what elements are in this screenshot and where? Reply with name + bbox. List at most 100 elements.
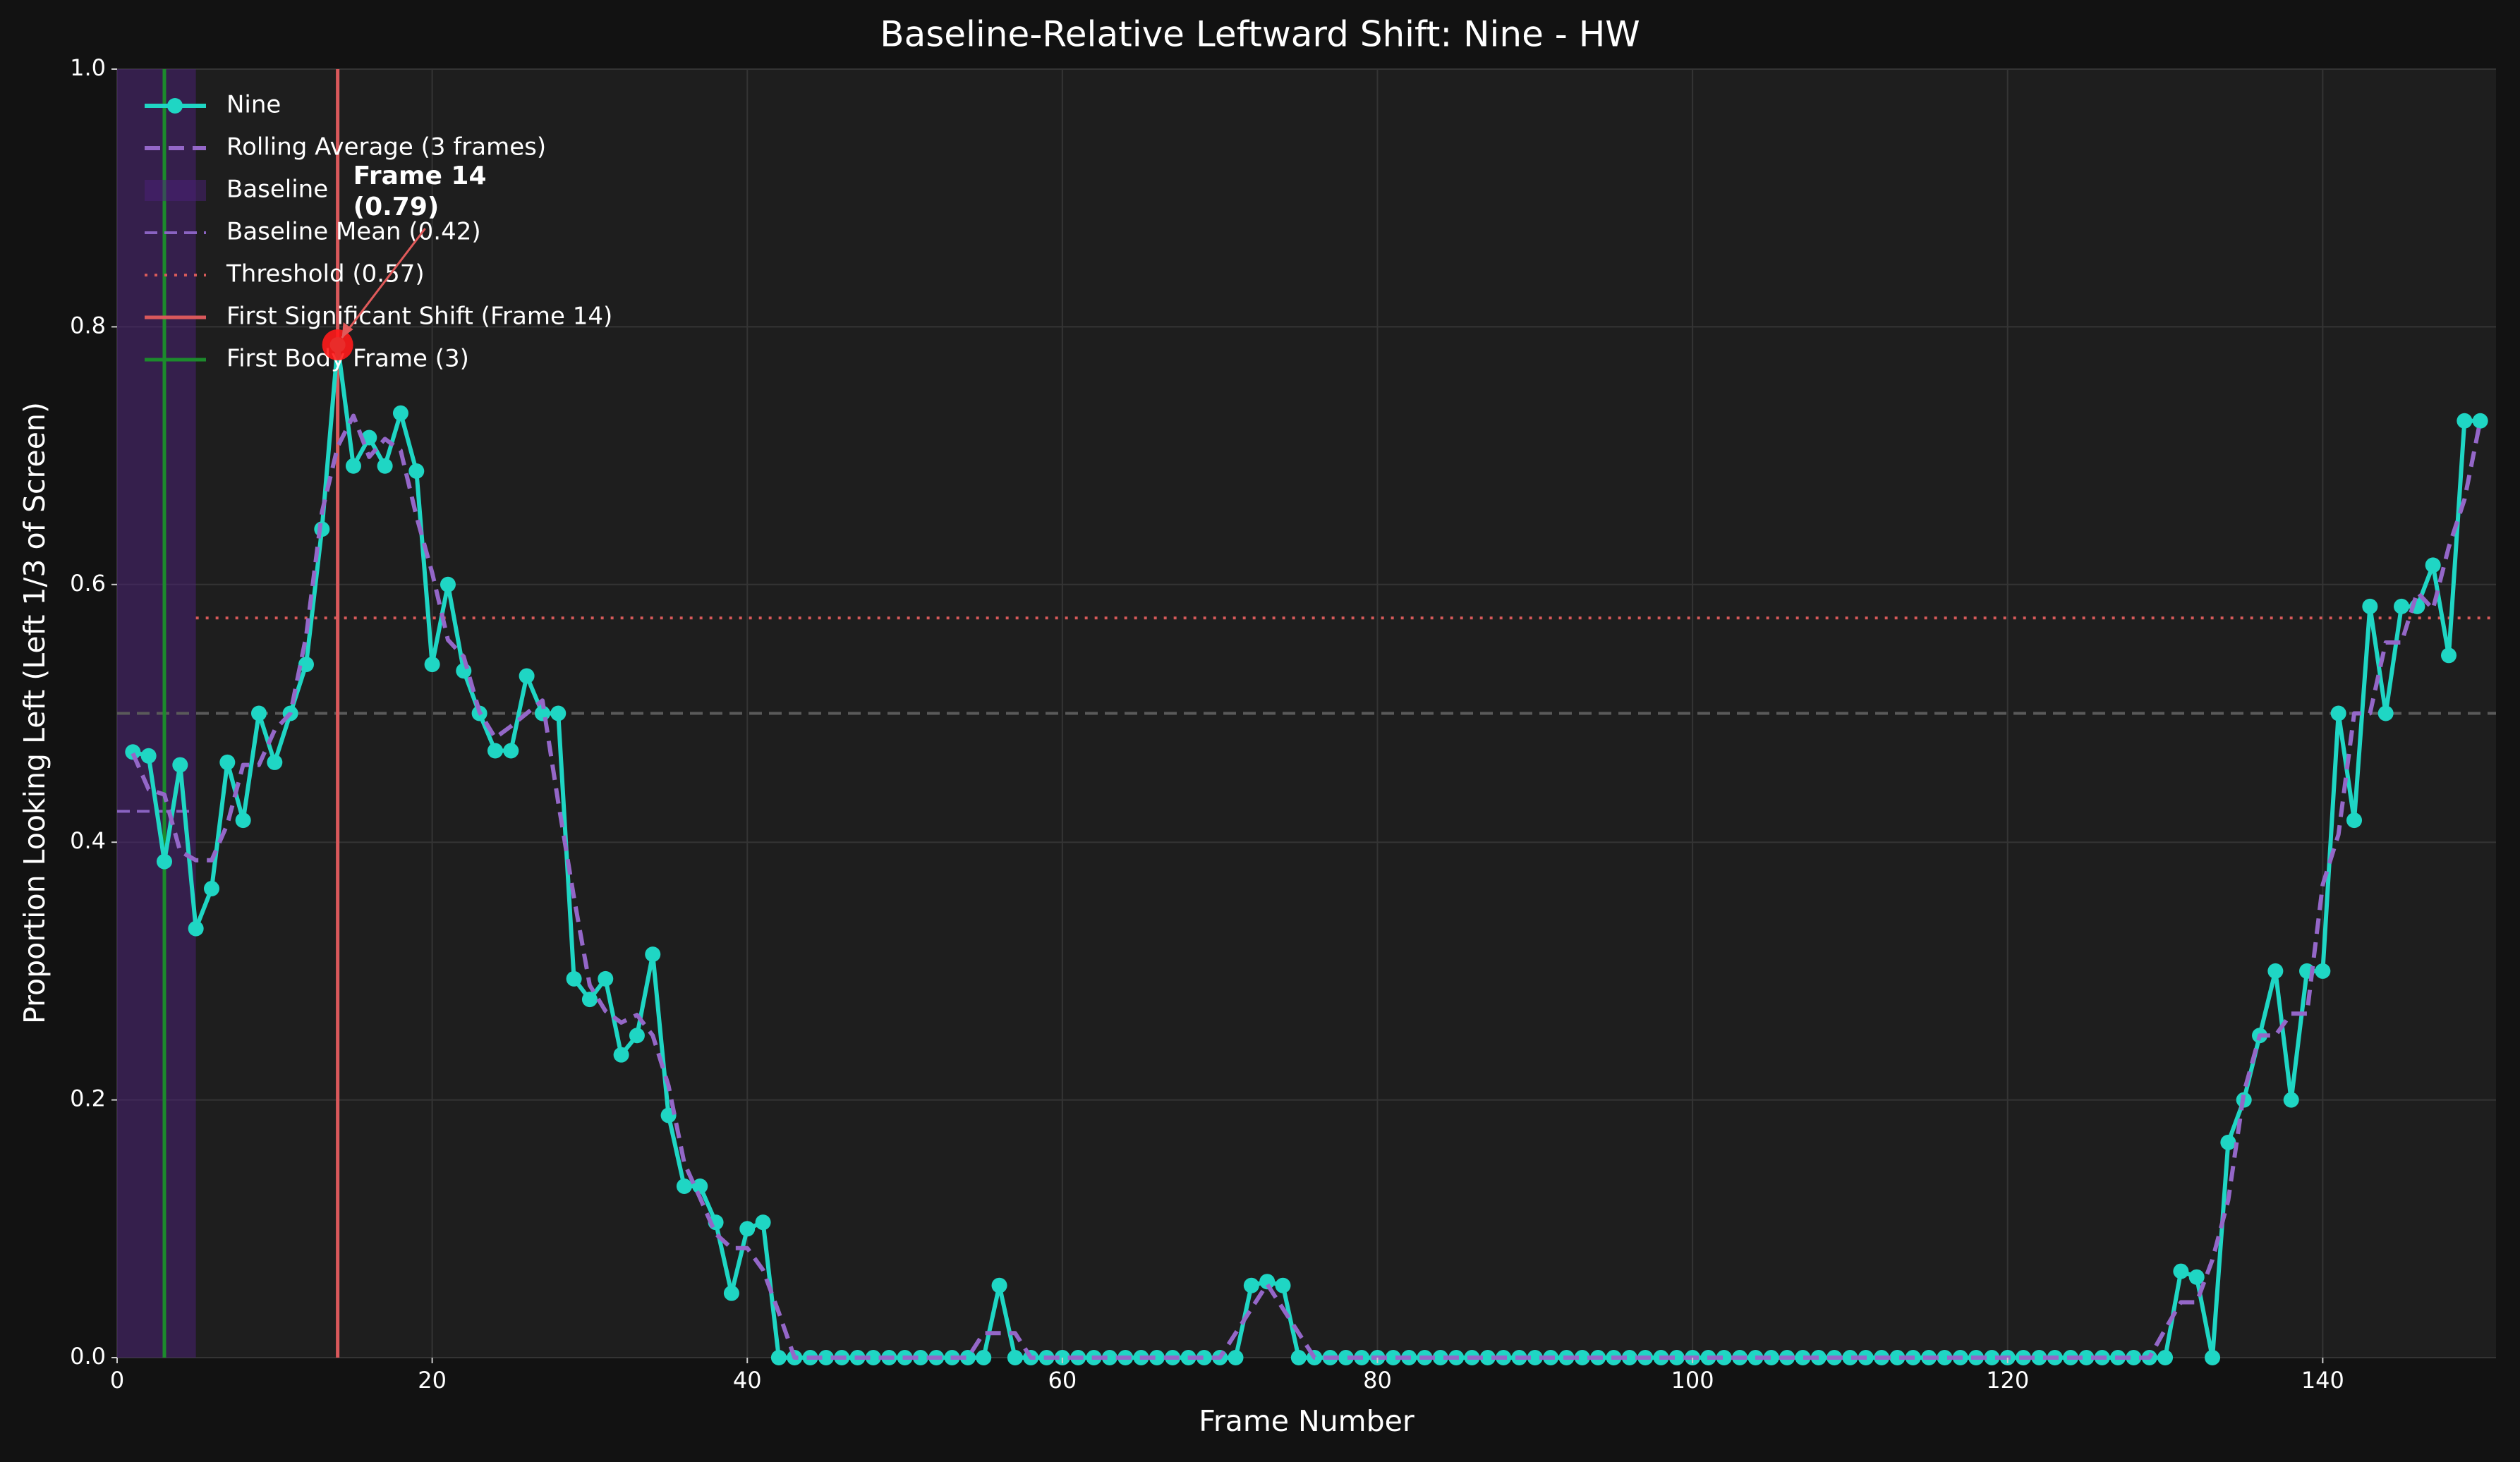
series-marker <box>1527 1350 1543 1365</box>
annotation-arrowhead <box>341 322 353 338</box>
y-tick-label: 1.0 <box>70 54 106 81</box>
series-marker <box>219 754 236 770</box>
annotation-arrow <box>341 228 426 339</box>
series-marker <box>250 705 267 721</box>
x-axis-label: Frame Number <box>1199 1404 1415 1438</box>
legend-label: First Significant Shift (Frame 14) <box>226 303 612 331</box>
y-tick-label: 0.6 <box>70 570 106 597</box>
y-tick-label: 0.8 <box>70 312 106 339</box>
series-marker <box>2330 705 2346 721</box>
series-marker <box>1101 1350 1117 1365</box>
series-marker <box>1716 1350 1732 1365</box>
series-marker <box>1763 1350 1779 1365</box>
y-tick-label: 0.4 <box>70 827 106 854</box>
ticks: 0 20 40 60 80 100 120 140 0.0 0.2 0.4 0.6 0.8 1.0 <box>70 54 2344 1394</box>
series-marker <box>1574 1350 1590 1365</box>
y-tick-label: 0.0 <box>70 1343 106 1370</box>
legend-label: Baseline Mean (0.42) <box>226 218 481 246</box>
series-marker <box>755 1214 771 1231</box>
series-marker <box>503 743 519 759</box>
series-marker <box>1290 1350 1307 1365</box>
plot-lines <box>125 336 2488 1365</box>
series-marker <box>1889 1350 1906 1365</box>
legend-marker <box>167 98 183 114</box>
series-marker <box>2425 557 2441 573</box>
series-marker <box>2283 1092 2299 1108</box>
series-marker <box>2157 1350 2174 1365</box>
series-marker <box>298 657 314 673</box>
series-marker <box>519 668 535 684</box>
series-marker <box>1149 1350 1165 1365</box>
annotation-text: (0.79) <box>353 193 440 221</box>
series-marker <box>172 757 188 773</box>
series-marker <box>550 705 567 721</box>
series-marker <box>1007 1350 1023 1365</box>
chart-title: Baseline-Relative Leftward Shift: Nine -… <box>880 14 1640 55</box>
spans <box>117 69 2496 1358</box>
series-marker <box>2472 413 2488 429</box>
series-marker <box>613 1047 629 1063</box>
series-marker <box>676 1178 692 1195</box>
series-marker <box>487 743 503 759</box>
series-marker <box>959 1350 976 1365</box>
series-marker <box>1668 1350 1685 1365</box>
series-marker <box>1984 1350 2000 1365</box>
series-marker <box>2126 1350 2142 1365</box>
series-marker <box>188 920 204 937</box>
series-marker <box>345 458 361 474</box>
series-marker <box>456 663 472 679</box>
x-tick-label: 140 <box>2301 1367 2344 1394</box>
legend-item: Nine <box>145 91 281 119</box>
series-marker <box>424 657 440 673</box>
series-marker <box>818 1350 834 1365</box>
series-marker <box>1243 1277 1259 1293</box>
series-marker <box>629 1028 645 1044</box>
series-marker <box>2267 963 2284 979</box>
legend-item: First Significant Shift (Frame 14) <box>145 303 612 331</box>
highlight-point <box>322 329 353 360</box>
series-marker <box>267 754 283 770</box>
legend-patch <box>145 180 206 201</box>
grid <box>116 68 2496 1358</box>
series-marker <box>770 1350 787 1365</box>
series-marker <box>2315 963 2331 979</box>
series-marker <box>2346 812 2363 829</box>
series-marker <box>440 576 456 592</box>
series-marker <box>235 812 251 829</box>
x-tick-label: 60 <box>1048 1367 1077 1394</box>
series-line <box>131 413 2483 1360</box>
legend-item: Rolling Average (3 frames) <box>145 133 546 162</box>
series-marker <box>1795 1350 1811 1365</box>
series-marker <box>2173 1263 2189 1279</box>
x-tick-label: 40 <box>733 1367 762 1394</box>
x-tick-label: 0 <box>110 1367 124 1394</box>
series-marker <box>2362 598 2378 614</box>
series-marker <box>1259 1274 1276 1290</box>
series-marker <box>1385 1350 1401 1365</box>
series-marker <box>2377 705 2394 721</box>
y-axis-label: Proportion Looking Left (Left 1/3 of Scr… <box>18 402 52 1024</box>
series-marker <box>2188 1269 2205 1285</box>
annotation: Frame 14 (0.79) <box>322 162 487 360</box>
series-marker <box>598 970 614 987</box>
y-tick-label: 0.2 <box>70 1085 106 1112</box>
series-marker <box>1338 1350 1354 1365</box>
series-marker <box>976 1350 992 1365</box>
x-tick-label: 80 <box>1363 1367 1392 1394</box>
series-marker <box>1621 1350 1637 1365</box>
x-tick-label: 120 <box>1986 1367 2029 1394</box>
series-marker <box>1196 1350 1212 1365</box>
legend-label: Rolling Average (3 frames) <box>226 133 546 162</box>
series-marker <box>1432 1350 1448 1365</box>
series-marker <box>1937 1350 1953 1365</box>
series-marker <box>156 853 172 870</box>
series-marker <box>912 1350 928 1365</box>
series-marker <box>566 970 582 987</box>
series-marker <box>125 744 141 760</box>
series-marker <box>1228 1350 1244 1365</box>
legend-item: Baseline <box>145 176 328 204</box>
series-marker <box>2078 1350 2095 1365</box>
series-marker <box>1479 1350 1496 1365</box>
